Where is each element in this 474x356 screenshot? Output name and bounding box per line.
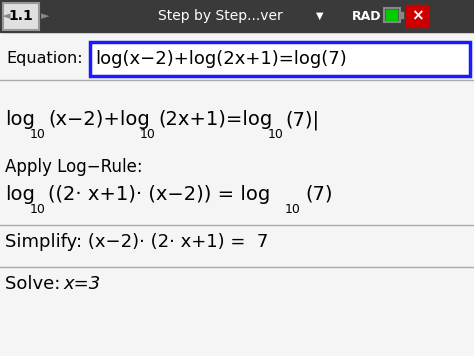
Text: ►: ►	[41, 11, 49, 21]
Text: Simplify: (x−2)· (2· x+1) =  7: Simplify: (x−2)· (2· x+1) = 7	[5, 233, 268, 251]
Bar	[0, 0, 474, 32]
Bar	[90, 42, 470, 76]
Text: Solve:: Solve:	[5, 275, 66, 293]
Text: Apply Log−Rule:: Apply Log−Rule:	[5, 158, 143, 176]
Text: 1.1: 1.1	[9, 9, 33, 23]
Text: log(x−2)+log(2x+1)=log(7): log(x−2)+log(2x+1)=log(7)	[95, 50, 347, 68]
Text: (7): (7)	[305, 185, 332, 204]
Text: x=3: x=3	[63, 275, 100, 293]
Bar	[384, 8, 400, 22]
Text: 10: 10	[30, 203, 46, 216]
Text: (2x+1)=log: (2x+1)=log	[158, 110, 272, 129]
Bar	[386, 10, 397, 20]
Bar	[406, 5, 428, 27]
Text: ◄: ◄	[2, 11, 10, 21]
Text: Step by Step...ver: Step by Step...ver	[158, 9, 283, 23]
Text: Equation:: Equation:	[6, 52, 82, 67]
Text: log: log	[5, 185, 35, 204]
Text: (7)|: (7)|	[285, 110, 319, 130]
Text: 10: 10	[285, 203, 301, 216]
Bar	[400, 12, 403, 18]
Text: RAD: RAD	[352, 10, 382, 22]
FancyBboxPatch shape	[3, 3, 39, 30]
Text: 10: 10	[140, 128, 156, 141]
Text: 10: 10	[30, 128, 46, 141]
Text: 10: 10	[268, 128, 284, 141]
Text: ×: ×	[410, 9, 423, 23]
Text: ((2· x+1)· (x−2)) = log: ((2· x+1)· (x−2)) = log	[48, 185, 270, 204]
Text: (x−2)+log: (x−2)+log	[48, 110, 150, 129]
Text: log: log	[5, 110, 35, 129]
Text: ▼: ▼	[316, 11, 323, 21]
